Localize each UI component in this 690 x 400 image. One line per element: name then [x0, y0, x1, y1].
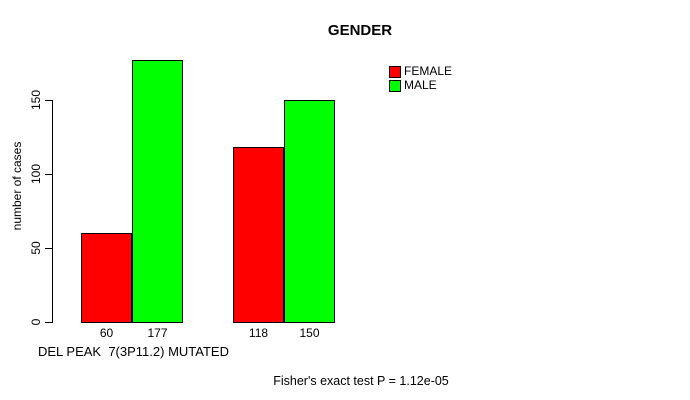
y-axis-tick	[45, 100, 52, 101]
legend: FEMALE MALE	[389, 65, 452, 92]
bar-female-group1	[81, 233, 132, 323]
y-axis-tick	[45, 322, 52, 323]
bar-value-label: 118	[248, 326, 269, 340]
male-color-swatch	[389, 79, 401, 92]
y-axis-tick-label: 0	[29, 318, 43, 326]
legend-item-female: FEMALE	[389, 65, 452, 78]
y-axis-tick	[45, 248, 52, 249]
legend-label-female: FEMALE	[404, 64, 453, 78]
bar-female-group2	[233, 147, 284, 323]
bar-male-group1	[132, 60, 183, 323]
y-axis-tick-label: 50	[29, 241, 43, 255]
y-axis-tick-label: 100	[29, 163, 43, 185]
bar-value-label: 60	[99, 326, 114, 340]
x-axis-label: DEL PEAK 7(3P11.2) MUTATED	[38, 344, 229, 359]
female-color-swatch	[389, 65, 401, 78]
bar-male-group2	[284, 100, 335, 323]
legend-item-male: MALE	[389, 79, 452, 92]
bar-value-label: 177	[147, 326, 168, 340]
fisher-test-annotation: Fisher's exact test P = 1.12e-05	[273, 374, 449, 388]
y-axis-line	[52, 100, 53, 323]
y-axis-tick	[45, 174, 52, 175]
chart-title: GENDER	[327, 22, 393, 39]
bar-value-label: 150	[299, 326, 320, 340]
y-axis-tick-label: 150	[29, 89, 43, 111]
legend-label-male: MALE	[404, 78, 437, 92]
